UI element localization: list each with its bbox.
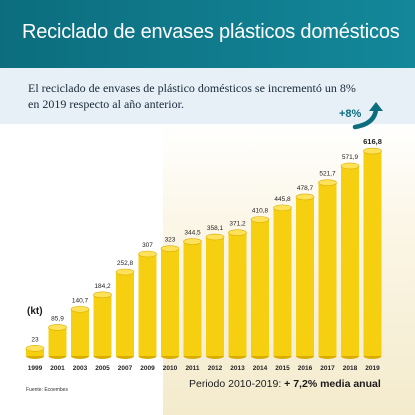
x-tick-label: 2001 bbox=[50, 365, 65, 372]
x-tick-label: 2017 bbox=[320, 365, 335, 372]
source-note: Fuente: Ecoembes bbox=[26, 387, 68, 393]
x-tick-label: 2003 bbox=[73, 365, 88, 372]
value-label: 410,8 bbox=[252, 208, 269, 215]
value-label: 23 bbox=[31, 336, 39, 343]
bar-2009 bbox=[138, 250, 157, 359]
bar-2005 bbox=[93, 291, 112, 359]
page-title: Reciclado de envases plásticos doméstico… bbox=[22, 21, 400, 43]
x-tick-label: 2010 bbox=[163, 365, 178, 372]
x-tick-label: 2019 bbox=[365, 365, 380, 372]
x-tick-label: 2013 bbox=[230, 365, 245, 372]
subtitle-band: El reciclado de envases de plástico domé… bbox=[0, 68, 415, 124]
value-label: 616,8 bbox=[363, 137, 382, 146]
x-tick-label: 2018 bbox=[343, 365, 358, 372]
period-summary: Periodo 2010-2019: + 7,2% media anual bbox=[189, 378, 381, 390]
x-tick-label: 2007 bbox=[118, 365, 133, 372]
value-label: 252,8 bbox=[117, 260, 134, 267]
x-tick-label: 2016 bbox=[298, 365, 313, 372]
bar-2018 bbox=[340, 162, 360, 359]
bar-2015 bbox=[273, 204, 292, 359]
bar-2019 bbox=[363, 147, 382, 359]
header-banner: Reciclado de envases plásticos doméstico… bbox=[0, 0, 415, 68]
x-tick-label: 1999 bbox=[28, 365, 43, 372]
growth-badge: +8% bbox=[339, 108, 362, 120]
value-label: 445,8 bbox=[274, 196, 291, 203]
bar-2003 bbox=[70, 305, 90, 359]
value-label: 371,2 bbox=[229, 221, 246, 228]
value-label: 307 bbox=[142, 242, 153, 249]
bar-2016 bbox=[295, 193, 315, 359]
bar-1999 bbox=[25, 345, 45, 359]
x-tick-label: 2009 bbox=[140, 365, 155, 372]
period-value: + 7,2% media anual bbox=[284, 378, 381, 390]
up-arrow-icon bbox=[352, 102, 383, 130]
value-label: 85,9 bbox=[51, 315, 64, 322]
value-label: 140,7 bbox=[72, 297, 89, 304]
subtitle-text: El reciclado de envases de plástico domé… bbox=[28, 81, 356, 111]
x-tick-label: 2011 bbox=[185, 365, 199, 372]
bar-2001 bbox=[48, 324, 67, 359]
value-label: 521,7 bbox=[319, 171, 336, 178]
unit-label: (kt) bbox=[27, 306, 43, 317]
value-label: 478,7 bbox=[297, 185, 314, 192]
x-tick-label: 2005 bbox=[95, 365, 110, 372]
bar-2017 bbox=[318, 179, 337, 359]
bar-2013 bbox=[228, 229, 247, 359]
bar-2011 bbox=[183, 238, 202, 359]
bar-2012 bbox=[205, 233, 225, 359]
period-label: Periodo 2010-2019: bbox=[189, 378, 282, 390]
value-label: 184,2 bbox=[94, 283, 111, 290]
x-tick-label: 2014 bbox=[253, 365, 268, 372]
bar-2014 bbox=[250, 216, 270, 359]
bar-2010 bbox=[160, 245, 180, 359]
x-tick-label: 2015 bbox=[275, 365, 290, 372]
bar-2007 bbox=[115, 268, 135, 359]
value-label: 344,5 bbox=[184, 230, 201, 237]
x-tick-label: 2012 bbox=[208, 365, 223, 372]
value-label: 571,9 bbox=[342, 154, 359, 161]
value-label: 323 bbox=[165, 237, 176, 244]
value-label: 358,1 bbox=[207, 225, 224, 232]
